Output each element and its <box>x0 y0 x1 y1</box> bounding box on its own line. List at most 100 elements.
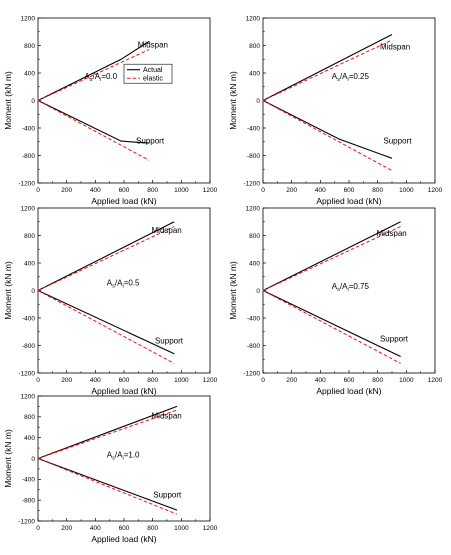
x-tick-label: 600 <box>119 187 130 194</box>
elastic-support-line <box>37 458 178 515</box>
x-axis-label: Applied load (kN) <box>316 196 381 206</box>
y-tick-label: 400 <box>249 70 260 77</box>
y-tick-label: -1200 <box>18 518 35 525</box>
y-tick-label: -400 <box>22 315 35 322</box>
x-tick-label: 400 <box>90 377 101 384</box>
x-tick-label: 1000 <box>174 187 189 194</box>
y-tick-label: 0 <box>31 98 35 105</box>
y-tick-label: -800 <box>247 343 260 350</box>
y-tick-label: -800 <box>22 497 35 504</box>
actual-midspan-line <box>37 405 178 460</box>
x-axis-label: Applied load (kN) <box>316 386 381 396</box>
actual-support-line <box>37 457 178 511</box>
y-axis-label: Moment (kN m) <box>3 429 13 488</box>
ratio-text: A <box>332 282 338 291</box>
midspan-label: Midspan <box>152 412 182 421</box>
y-tick-label: 800 <box>24 414 35 421</box>
x-tick-label: 600 <box>119 377 130 384</box>
y-axis-label: Moment (kN m) <box>228 261 238 320</box>
chart-panel-2: 0 200 400 600 800 1000 1200 1200 800 400 0 -400 -800… <box>228 15 443 206</box>
y-tick-label: -400 <box>22 477 35 484</box>
y-tick-label: 400 <box>24 70 35 77</box>
ratio-text: =1.0 <box>124 450 140 459</box>
y-tick-label: 400 <box>249 260 260 267</box>
legend-actual-label: Actual <box>143 67 163 74</box>
y-tick-label: 0 <box>256 288 260 295</box>
x-tick-label: 0 <box>261 187 265 194</box>
actual-support-line <box>37 100 150 144</box>
ratio-text: /A <box>115 450 123 459</box>
y-tick-label: -400 <box>247 125 260 132</box>
y-tick-label: 1200 <box>21 393 36 400</box>
y-tick-label: 0 <box>31 288 35 295</box>
elastic-support-line <box>37 290 175 364</box>
x-tick-label: 400 <box>315 377 326 384</box>
elastic-midspan-line <box>262 39 393 101</box>
chart-panel-1: 0 200 400 600 800 1000 1200 1200 800 400 0 -400 -800… <box>3 15 218 206</box>
elastic-midspan-line <box>37 49 150 101</box>
x-tick-label: 1000 <box>174 525 189 532</box>
ratio-subscript: s <box>337 287 340 293</box>
x-tick-label: 800 <box>372 187 383 194</box>
x-tick-label: 1000 <box>399 377 414 384</box>
x-tick-label: 1200 <box>203 525 218 532</box>
x-tick-label: 200 <box>61 525 72 532</box>
x-tick-label: 0 <box>36 377 40 384</box>
midspan-label: Midspan <box>138 41 168 50</box>
ratio-text: A <box>107 279 113 288</box>
x-tick-label: 800 <box>147 525 158 532</box>
support-label: Support <box>383 136 412 145</box>
y-tick-label: 800 <box>24 233 35 240</box>
ratio-text: A <box>84 72 90 81</box>
x-tick-label: 800 <box>147 187 158 194</box>
x-tick-label: 200 <box>286 187 297 194</box>
legend: Actual elastic <box>123 63 173 84</box>
ratio-subscript: i <box>347 77 348 83</box>
ratio-annotation: As/Ai=0.0 <box>84 72 117 83</box>
support-label: Support <box>136 136 165 145</box>
y-tick-label: 1200 <box>246 205 261 212</box>
ratio-subscript: i <box>100 77 101 83</box>
ratio-annotation: As/Ai=0.25 <box>332 72 370 83</box>
y-tick-label: -400 <box>247 315 260 322</box>
x-tick-label: 600 <box>119 525 130 532</box>
y-tick-label: -1200 <box>243 370 260 377</box>
x-tick-label: 0 <box>36 525 40 532</box>
support-label: Support <box>153 490 182 499</box>
y-axis-label: Moment (kN m) <box>228 71 238 130</box>
ratio-text: A <box>332 72 338 81</box>
ratio-subscript: s <box>90 77 93 83</box>
ratio-annotation: As/Ai=0.75 <box>332 282 370 293</box>
ratio-text: =0.25 <box>349 72 370 81</box>
ratio-text: =0.0 <box>101 72 117 81</box>
ratio-text: =0.5 <box>124 279 140 288</box>
chart-panel-4: 0 200 400 600 800 1000 1200 1200 800 400 0 -400 -800… <box>228 205 443 396</box>
x-tick-label: 0 <box>261 377 265 384</box>
x-tick-label: 800 <box>147 377 158 384</box>
midspan-label: Midspan <box>377 229 407 238</box>
y-tick-label: 400 <box>24 435 35 442</box>
x-tick-label: 600 <box>344 187 355 194</box>
plot-frame <box>37 17 211 184</box>
elastic-midspan-line <box>37 226 175 291</box>
ratio-subscript: s <box>112 284 115 290</box>
ratio-subscript: s <box>112 455 115 461</box>
y-tick-label: -400 <box>22 125 35 132</box>
ratio-subscript: i <box>347 287 348 293</box>
actual-midspan-line <box>262 221 401 291</box>
y-tick-label: 400 <box>24 260 35 267</box>
x-axis-label: Applied load (kN) <box>91 534 156 544</box>
actual-midspan-line <box>262 34 393 101</box>
x-tick-label: 1200 <box>203 377 218 384</box>
y-axis-label: Moment (kN m) <box>3 71 13 130</box>
chart-panel-3: 0 200 400 600 800 1000 1200 1200 800 400 0 -400 -800… <box>3 205 218 396</box>
elastic-support-line <box>262 100 393 172</box>
elastic-support-line <box>37 100 150 161</box>
ratio-subscript: i <box>122 284 123 290</box>
y-tick-label: 800 <box>249 233 260 240</box>
actual-support-line <box>262 290 401 357</box>
ratio-annotation: As/Ai=1.0 <box>107 450 140 461</box>
midspan-label: Midspan <box>152 226 182 235</box>
y-tick-label: -1200 <box>18 180 35 187</box>
x-tick-label: 1200 <box>428 377 443 384</box>
